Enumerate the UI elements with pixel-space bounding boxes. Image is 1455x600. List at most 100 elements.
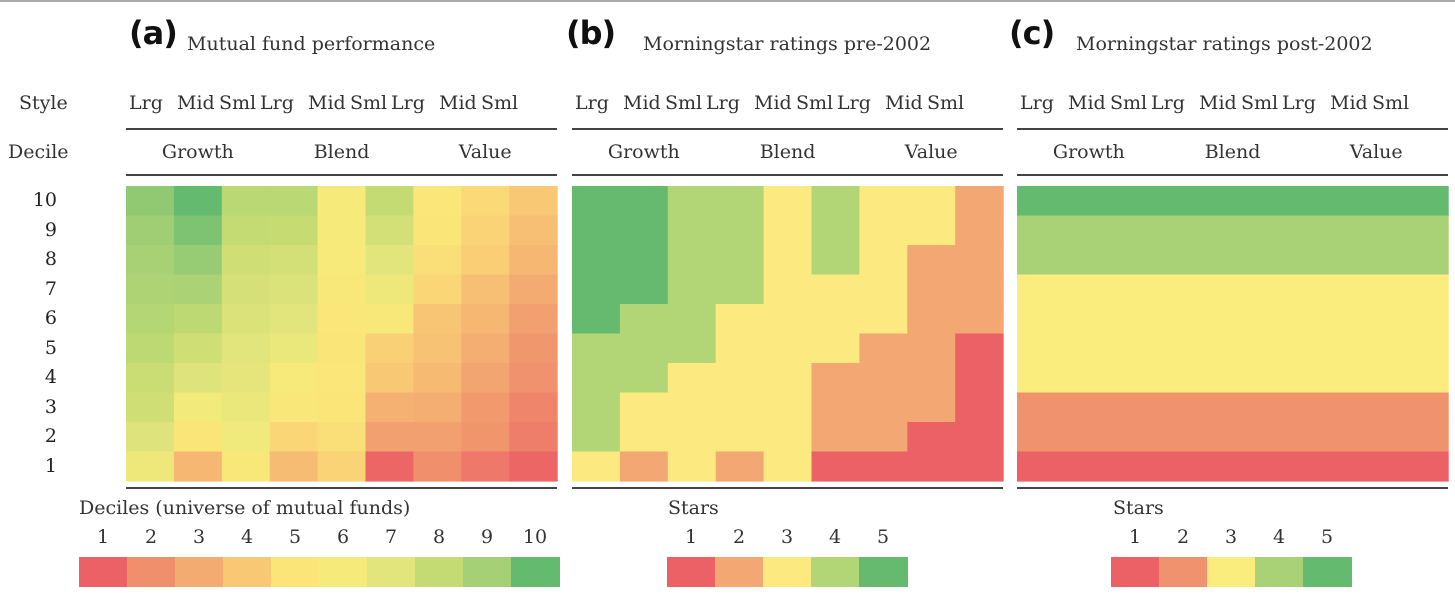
heatmap-cell — [317, 186, 367, 217]
style-group-label: Growth — [1052, 141, 1125, 163]
heatmap-cell — [859, 245, 908, 276]
heatmap-cell — [955, 245, 1004, 276]
decile-label: 5 — [44, 336, 57, 359]
style-group-label: Blend — [1204, 141, 1261, 163]
size-column-label: Mid — [439, 92, 477, 114]
panel-letter: (a) — [129, 14, 178, 52]
heatmap-cell — [413, 422, 462, 453]
heatmap-cell — [1304, 215, 1353, 246]
bottom-rule — [572, 487, 1004, 489]
legend-swatch — [415, 557, 464, 587]
size-column-label: Lrg — [260, 92, 294, 114]
size-column-label: Lrg — [706, 92, 740, 114]
decile-label: 2 — [44, 425, 57, 447]
heatmap-cell — [619, 451, 669, 482]
heatmap-cell — [715, 274, 765, 305]
heatmap-cell — [763, 363, 813, 394]
heatmap-cell — [1256, 274, 1305, 305]
style-group-label: Growth — [161, 141, 234, 163]
heatmap-cell — [173, 451, 223, 482]
heatmap-cell — [907, 422, 956, 453]
heatmap-cell — [619, 304, 669, 335]
legend-tick-label: 5 — [288, 526, 302, 548]
heatmap-cell — [811, 422, 860, 453]
legend-tick-label: 2 — [1176, 526, 1190, 548]
heatmap-cell — [667, 333, 717, 364]
legend-swatch — [511, 557, 560, 587]
panel-title: Morningstar ratings post-2002 — [1076, 33, 1373, 55]
decile-label: 8 — [44, 248, 57, 270]
header-rule — [1017, 128, 1449, 130]
heatmap-cell — [1208, 333, 1258, 364]
heatmap-cell — [1304, 186, 1353, 217]
heatmap-cell — [715, 451, 765, 482]
heatmap-cell — [1400, 186, 1449, 217]
heatmap-cell — [859, 215, 908, 246]
heatmap-cell — [269, 245, 319, 276]
heatmap-cell — [1400, 304, 1449, 335]
heatmap-cell — [955, 304, 1004, 335]
heatmap-cell — [572, 186, 621, 217]
heatmap-cell — [509, 245, 558, 276]
heatmap-cell — [715, 245, 765, 276]
heatmap-cell — [509, 186, 558, 217]
header-rule — [126, 174, 558, 176]
heatmap-cell — [1160, 392, 1210, 423]
legend-swatch — [1207, 557, 1256, 587]
style-row-header: Style — [19, 92, 68, 114]
heatmap-cell — [1160, 451, 1210, 482]
heatmap-cell — [1208, 245, 1258, 276]
heatmap-cell — [269, 363, 319, 394]
heatmap-cell — [461, 451, 510, 482]
heatmap-cell — [619, 215, 669, 246]
heatmap-cell — [461, 304, 510, 335]
heatmap-cell — [269, 304, 319, 335]
heatmap-cell — [859, 274, 908, 305]
heatmap-cell — [221, 186, 271, 217]
heatmap-cell — [461, 392, 510, 423]
size-column-label: Lrg — [391, 92, 425, 114]
heatmap-cell — [413, 304, 462, 335]
heatmap-cell — [317, 392, 367, 423]
heatmap-cell — [667, 451, 717, 482]
heatmap-cell — [365, 451, 414, 482]
heatmap-cell — [269, 215, 319, 246]
heatmap-cell — [269, 392, 319, 423]
heatmap-cell — [1400, 333, 1449, 364]
heatmap-cell — [1256, 422, 1305, 453]
heatmap-cell — [955, 422, 1004, 453]
heatmap-cell — [1304, 274, 1353, 305]
heatmap-cell — [1160, 422, 1210, 453]
heatmap-cell — [1112, 215, 1162, 246]
heatmap-cell — [269, 333, 319, 364]
style-group-label: Value — [458, 141, 512, 163]
heatmap-cell — [811, 392, 860, 423]
heatmap-cell — [221, 215, 271, 246]
size-column-label: Mid — [623, 92, 661, 114]
decile-label: 7 — [44, 277, 57, 300]
heatmap-cell — [317, 274, 367, 305]
heatmap-cell — [1256, 304, 1305, 335]
heatmap-cell — [413, 215, 462, 246]
heatmap-cell — [1400, 274, 1449, 305]
heatmap-cell — [811, 333, 860, 364]
heatmap-cell — [1400, 215, 1449, 246]
heatmap-cell — [221, 274, 271, 305]
heatmap-cell — [667, 186, 717, 217]
panel-title: Morningstar ratings pre-2002 — [643, 33, 932, 55]
heatmap-cell — [365, 186, 414, 217]
heatmap-cell — [572, 422, 621, 453]
heatmap-cell — [907, 186, 956, 217]
heatmap-cell — [1304, 363, 1353, 394]
heatmap-cell — [1017, 304, 1066, 335]
heatmap-cell — [317, 215, 367, 246]
heatmap-cell — [572, 363, 621, 394]
heatmap-cell — [509, 304, 558, 335]
heatmap-cell — [763, 451, 813, 482]
heatmap-cell — [221, 304, 271, 335]
heatmap-cell — [509, 422, 558, 453]
heatmap-cell — [1112, 363, 1162, 394]
heatmap-cell — [317, 363, 367, 394]
heatmap-cell — [509, 392, 558, 423]
style-group-label: Blend — [759, 141, 816, 163]
